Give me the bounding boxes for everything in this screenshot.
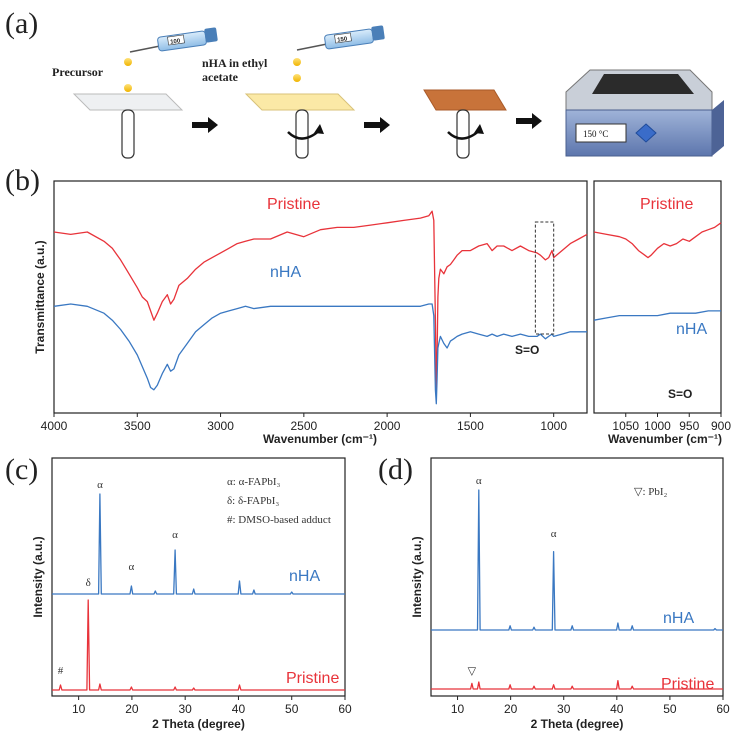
peak-label: δ	[86, 577, 91, 589]
series-line-nha	[53, 303, 587, 405]
peak-label: ▽	[468, 666, 477, 678]
plot-frame	[51, 457, 346, 697]
substrate-perovskite	[423, 89, 507, 111]
series-line-nha	[431, 489, 723, 631]
legend-entry: ▽: PbI₂	[634, 486, 668, 498]
plot-frame	[593, 180, 722, 414]
x-tick-label: 10	[451, 702, 465, 716]
x-tick-label: 20	[504, 702, 518, 716]
x-axis-title: 2 Theta (degree)	[152, 717, 245, 731]
pipette-icon: 100	[129, 27, 218, 53]
y-axis-title: Intensity (a.u.)	[31, 536, 45, 617]
x-tick-label: 1050	[612, 419, 639, 433]
s-o-annotation: S=O	[515, 343, 539, 357]
hotplate-icon: 150 °C	[565, 69, 724, 157]
pipette2-volume: 150	[337, 36, 348, 43]
s-o-highlight-box	[534, 221, 555, 335]
substrate-precursor	[244, 93, 356, 111]
x-tick-label: 2500	[290, 419, 317, 433]
arrow-icon	[516, 113, 542, 129]
series-label-pristine: Pristine	[661, 676, 714, 693]
x-tick-label: 3000	[207, 419, 234, 433]
series-label-pristine: Pristine	[640, 196, 693, 213]
nha-label-line2: acetate	[202, 70, 239, 84]
pipette1-volume: 100	[170, 38, 181, 45]
ftir-plot: 4000 3500 3000 2500 2000 1500 1000 Pristine nHA S…	[33, 180, 588, 446]
x-tick-label: 40	[610, 702, 624, 716]
x-tick-label: 60	[716, 702, 730, 716]
series-line-nha	[593, 310, 721, 321]
panel-label-a: (a)	[5, 7, 38, 40]
x-axis-title: Wavenumber (cm⁻¹)	[263, 432, 377, 446]
x-tick-label: 900	[711, 419, 731, 433]
series-label-nha: nHA	[676, 321, 707, 338]
x-tick-label: 20	[125, 702, 139, 716]
xrd-plot-c: 10 20 30 40 50 60 α α α δ # nHA Pristine α: α-FAPbI₃ δ…	[31, 457, 352, 731]
series-line-pristine	[53, 210, 588, 391]
nha-label-line1: nHA in ethyl	[202, 56, 268, 70]
x-tick-label: 2000	[374, 419, 401, 433]
x-tick-label: 10	[72, 702, 86, 716]
legend-entry: α: α-FAPbI₃	[227, 476, 281, 488]
x-tick-label: 3500	[124, 419, 151, 433]
peak-label: α	[97, 479, 103, 491]
x-axis-title: 2 Theta (degree)	[531, 717, 624, 731]
x-tick-label: 950	[679, 419, 699, 433]
legend-entry: δ: δ-FAPbI₃	[227, 495, 279, 507]
s-o-annotation: S=O	[668, 387, 692, 401]
legend-entry: #: DMSO-based adduct	[227, 514, 331, 526]
x-tick-label: 1000	[540, 419, 567, 433]
precursor-label: Precursor	[52, 65, 104, 79]
x-axis-title: Wavenumber (cm⁻¹)	[608, 432, 722, 446]
arrow-icon	[364, 117, 390, 133]
series-line-pristine	[52, 599, 345, 691]
series-label-nha: nHA	[270, 264, 301, 281]
spin-chuck	[295, 109, 309, 159]
plot-frame	[430, 457, 724, 697]
peak-label: α	[172, 529, 178, 541]
droplet-icon	[124, 84, 132, 92]
peak-label: α	[128, 561, 134, 573]
x-tick-label: 1500	[457, 419, 484, 433]
hotplate-display: 150 °C	[583, 129, 608, 139]
spin-chuck	[456, 109, 470, 159]
x-tick-label: 4000	[41, 419, 68, 433]
ftir-zoom-plot: 1050 1000 950 900 Pristine nHA S=O Wavenumber (…	[593, 180, 731, 446]
series-line-nha	[52, 493, 345, 595]
y-axis-title: Intensity (a.u.)	[410, 536, 424, 617]
droplet-icon	[293, 58, 301, 66]
y-axis-title: Transmittance (a.u.)	[33, 240, 47, 353]
substrate-clean	[72, 93, 184, 111]
spin-chuck	[121, 109, 135, 159]
plot-frame	[53, 180, 588, 414]
series-label-nha: nHA	[289, 568, 320, 585]
droplet-icon	[124, 58, 132, 66]
x-tick-label: 40	[232, 702, 246, 716]
series-label-nha: nHA	[663, 610, 694, 627]
x-tick-label: 30	[179, 702, 193, 716]
arrow-icon	[192, 117, 218, 133]
series-label-pristine: Pristine	[286, 670, 339, 687]
x-tick-label: 1000	[644, 419, 671, 433]
xrd-plot-d: 10 20 30 40 50 60 α α ▽ nHA Pristine ▽: PbI₂ 2 Theta…	[410, 457, 730, 731]
droplet-icon	[293, 74, 301, 82]
x-tick-label: 50	[285, 702, 299, 716]
panel-label-d: (d)	[378, 453, 413, 486]
peak-label: α	[476, 475, 482, 487]
x-tick-label: 50	[663, 702, 677, 716]
peak-label: #	[58, 665, 64, 677]
panel-label-b: (b)	[5, 164, 40, 197]
x-tick-label: 30	[557, 702, 571, 716]
x-tick-label: 60	[338, 702, 352, 716]
panel-label-c: (c)	[5, 453, 38, 486]
series-label-pristine: Pristine	[267, 196, 320, 213]
pipette-icon: 150	[296, 25, 385, 51]
peak-label: α	[551, 528, 557, 540]
series-line-pristine	[593, 222, 722, 259]
series-line-pristine	[431, 679, 723, 690]
